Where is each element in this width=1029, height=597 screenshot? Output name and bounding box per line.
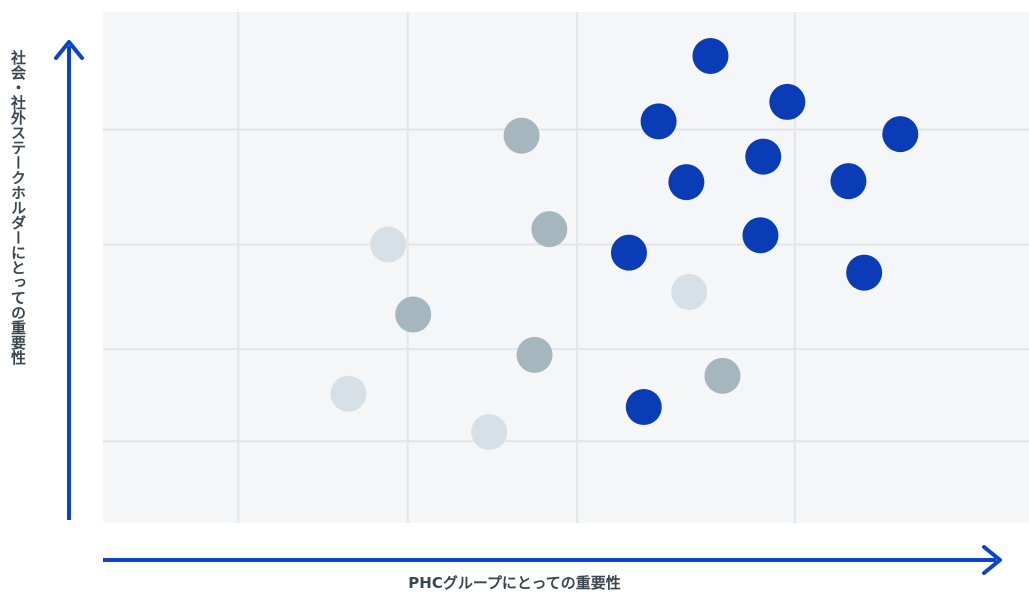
y-axis-arrow [54,40,84,520]
y-axis-label: 社会・社外ステークホルダーにとっての重要性 [9,50,27,365]
x-axis-arrowhead [982,545,1002,575]
x-axis-arrow [103,545,1002,575]
data-point-high-7 [830,163,867,200]
horizontal-gridlines [103,128,1029,443]
data-point-mid-2 [531,211,568,248]
data-point-high-4 [882,116,919,153]
data-point-low-1 [370,226,407,263]
data-point-high-2 [769,83,806,120]
data-point-mid-3 [395,296,432,333]
data-point-high-6 [668,164,705,201]
data-point-high-1 [692,37,729,74]
data-point-mid-1 [503,117,540,154]
y-axis-arrowhead [54,40,84,60]
data-point-high-3 [640,103,677,140]
data-points [330,37,919,451]
data-point-high-5 [745,138,782,175]
data-point-high-9 [610,234,647,271]
data-point-high-10 [846,254,883,291]
data-point-low-3 [330,375,367,412]
data-point-mid-5 [704,357,741,394]
data-point-low-2 [671,274,708,311]
data-point-low-4 [471,414,508,451]
data-point-high-8 [742,217,779,254]
plot-area [103,12,1029,523]
data-point-high-11 [625,389,662,426]
x-axis-label: PHCグループにとっての重要性 [408,574,621,592]
data-point-mid-4 [516,336,553,373]
